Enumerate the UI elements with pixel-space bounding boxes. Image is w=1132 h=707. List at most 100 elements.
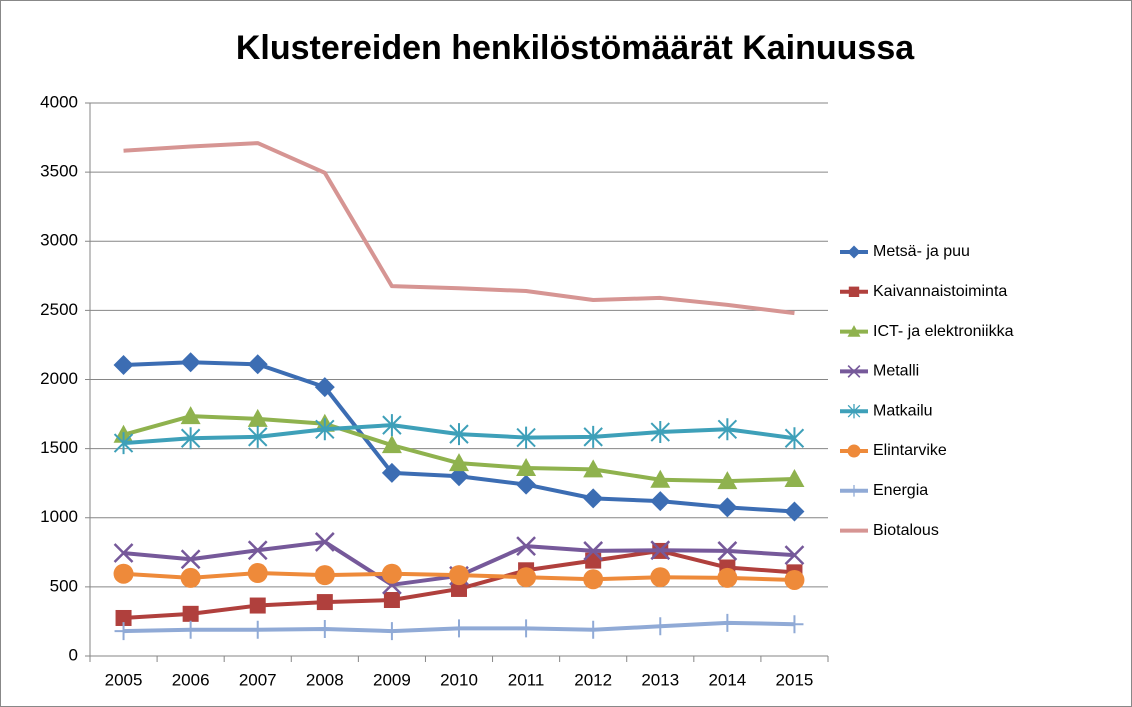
data-point [180,352,201,373]
data-point [583,488,604,509]
data-point [381,563,402,584]
data-point [114,622,133,641]
data-point [650,567,671,588]
data-point [247,563,268,584]
data-point [182,605,199,622]
data-point [650,491,671,512]
data-point [248,425,268,448]
data-point [249,597,266,614]
data-point [784,469,805,488]
data-point [449,423,469,446]
data-point [247,408,268,427]
y-tick-label: 0 [69,645,78,664]
data-point [516,474,537,495]
y-tick-label: 3000 [40,231,78,250]
data-point [382,414,402,437]
data-point [113,354,134,375]
data-point [181,620,200,639]
y-tick-label: 1000 [40,507,78,526]
legend-marker [847,404,861,419]
data-point [784,501,805,522]
data-point [516,536,536,556]
legend-label: ICT- ja elektroniikka [873,323,1014,340]
y-tick-label: 4000 [40,92,78,111]
data-point [650,469,671,488]
data-point [449,565,469,586]
data-point [247,354,268,375]
data-point [449,453,469,472]
legend-label: Matkailu [873,402,933,419]
x-tick-label: 2007 [239,670,277,689]
data-point [718,613,737,632]
data-point [717,567,738,588]
x-tick-label: 2012 [574,670,612,689]
x-tick-label: 2010 [440,670,478,689]
x-tick-label: 2014 [708,670,746,689]
data-point [583,425,603,448]
data-point [381,462,402,483]
data-point [314,565,335,586]
data-point [650,540,671,561]
x-tick-label: 2009 [373,670,411,689]
data-point [113,432,134,455]
x-tick-label: 2008 [306,670,344,689]
data-point [717,541,738,561]
data-point [651,617,670,636]
x-tick-label: 2011 [508,670,545,689]
x-tick-label: 2005 [105,670,143,689]
data-point [784,569,805,590]
data-point [381,435,402,454]
data-point [785,615,804,634]
data-point [314,532,335,552]
legend-marker [847,325,861,337]
data-point [583,541,604,561]
y-tick-label: 1500 [40,438,78,457]
data-point [784,427,805,450]
data-point [449,466,469,487]
legend-label: Elintarvike [873,442,947,459]
legend-label: Metsä- ja puu [873,243,970,260]
data-point [583,459,604,478]
data-point [113,563,134,584]
data-point [784,545,805,565]
legend-label: Energia [873,482,928,499]
legend-label: Metalli [873,363,919,380]
data-point [583,569,604,590]
legend-marker [848,286,860,297]
data-point [717,497,738,518]
data-point [717,471,738,490]
y-tick-label: 2000 [40,369,78,388]
data-point [516,457,537,476]
data-point [451,580,467,597]
legend-label: Kaivannaistoiminta [873,283,1007,300]
y-tick-label: 3500 [40,162,78,181]
y-tick-label: 500 [50,576,78,595]
data-point [516,567,537,588]
data-point [314,377,335,398]
data-point [316,594,333,611]
series-line [123,141,795,316]
data-point [248,620,267,639]
data-point [180,549,201,570]
data-point [650,421,670,444]
data-point [113,543,134,563]
data-point [516,426,536,449]
data-point [517,619,536,638]
legend-label: Biotalous [873,522,939,539]
data-point [180,427,201,450]
x-tick-label: 2013 [641,670,679,689]
chart-title: Klustereiden henkilöstömäärät Kainuussa [236,29,915,67]
data-point [247,540,268,561]
data-point [717,418,738,441]
data-point [584,620,603,639]
legend-marker [847,364,861,378]
data-point [180,406,201,425]
data-point [115,609,132,626]
data-point [180,567,201,588]
legend-marker [847,444,861,458]
data-point [315,620,334,639]
y-tick-label: 2500 [40,300,78,319]
data-point [383,592,400,609]
